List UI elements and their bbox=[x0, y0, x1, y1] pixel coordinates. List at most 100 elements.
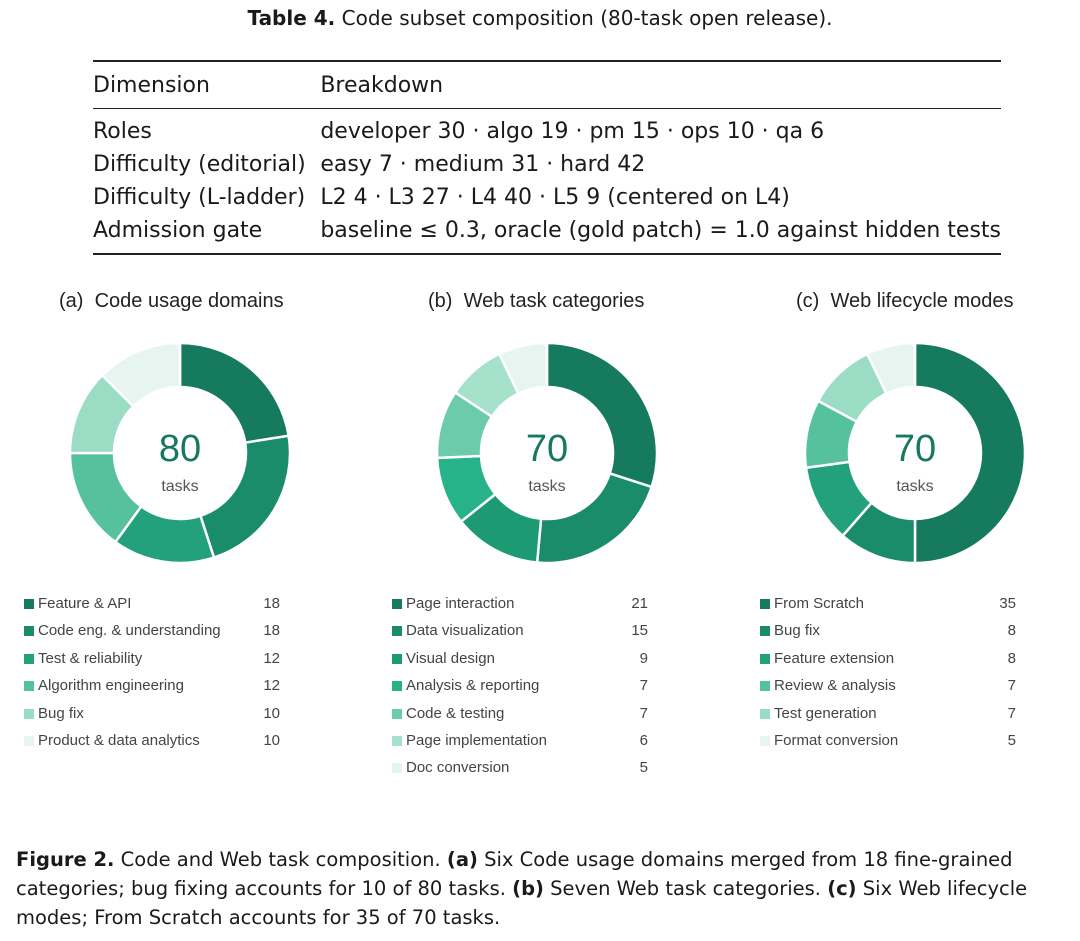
legend-swatch bbox=[24, 626, 34, 637]
center-label: tasks bbox=[528, 478, 565, 495]
panel-title-text: Code usage domains bbox=[94, 290, 284, 312]
row-breakdown: developer 30 · algo 19 · pm 15 · ops 10 … bbox=[320, 119, 825, 144]
legend-value: 7 bbox=[639, 677, 648, 695]
legend-value: 9 bbox=[639, 649, 648, 667]
legend-swatch bbox=[760, 736, 770, 746]
legend-item: Visual design 9 bbox=[390, 649, 690, 669]
donut-chart: 70 tasks bbox=[435, 341, 659, 565]
legend-swatch bbox=[392, 653, 402, 664]
figure-caption-a-text: Six Code usage domains merged from 18 fi… bbox=[16, 848, 1013, 900]
legend-value: 10 bbox=[263, 704, 280, 722]
table-caption-label: Table 4. bbox=[247, 6, 336, 30]
legend-value: 5 bbox=[639, 759, 648, 777]
legend-swatch bbox=[392, 681, 402, 692]
legend-value: 35 bbox=[999, 595, 1016, 612]
legend-swatch bbox=[760, 681, 770, 692]
legend-item: Product & data analytics 10 bbox=[22, 731, 322, 751]
legend-item: Code & testing 7 bbox=[390, 704, 690, 724]
figure-caption-label: Figure 2. bbox=[16, 848, 115, 871]
legend-swatch bbox=[24, 708, 34, 719]
row-dimension: Roles bbox=[93, 119, 152, 144]
legend-swatch bbox=[24, 736, 34, 746]
legend-value: 5 bbox=[1007, 732, 1016, 749]
legend-label: Page interaction bbox=[406, 595, 515, 612]
legend-label: Algorithm engineering bbox=[38, 677, 184, 695]
legend-value: 12 bbox=[263, 677, 280, 695]
legend-value: 15 bbox=[631, 622, 648, 640]
donut-chart: 70 tasks bbox=[803, 341, 1027, 565]
donut-slice bbox=[198, 434, 292, 560]
legend-value: 7 bbox=[1007, 704, 1016, 722]
legend-item: Review & analysis 7 bbox=[758, 676, 1058, 696]
center-label: tasks bbox=[896, 478, 933, 495]
donut-slice bbox=[913, 341, 1027, 565]
legend-label: Test generation bbox=[774, 704, 877, 722]
legend-item: Algorithm engineering 12 bbox=[22, 676, 322, 696]
legend-item: Feature & API 18 bbox=[22, 594, 322, 614]
panel-label: (c) bbox=[796, 290, 820, 312]
figure-caption-intro: Code and Web task composition. bbox=[114, 848, 447, 871]
legend-swatch bbox=[392, 736, 402, 746]
panel-label: (b) bbox=[428, 290, 453, 312]
legend-item: Page interaction 21 bbox=[390, 594, 690, 614]
legend-value: 8 bbox=[1007, 649, 1016, 667]
legend-swatch bbox=[24, 681, 34, 692]
legend-swatch bbox=[392, 599, 402, 609]
row-breakdown: easy 7 · medium 31 · hard 42 bbox=[320, 152, 646, 177]
legend-swatch bbox=[24, 653, 34, 664]
row-dimension: Admission gate bbox=[93, 218, 263, 243]
legend-label: Feature extension bbox=[774, 649, 895, 667]
legend-value: 7 bbox=[1007, 677, 1016, 695]
legend-label: From Scratch bbox=[774, 595, 865, 612]
row-dimension: Difficulty (editorial) bbox=[93, 152, 306, 177]
donut-slice bbox=[865, 341, 917, 396]
center-value: 70 bbox=[526, 428, 568, 470]
legend-swatch bbox=[392, 708, 402, 719]
panel-label: (a) bbox=[59, 290, 84, 312]
panel-title-text: Web lifecycle modes bbox=[830, 290, 1014, 312]
legend-swatch bbox=[760, 708, 770, 719]
legend-label: Test & reliability bbox=[38, 649, 143, 667]
legend-swatch bbox=[760, 653, 770, 664]
legend-label: Data visualization bbox=[406, 622, 524, 640]
table-row: Roles developer 30 · algo 19 · pm 15 · o… bbox=[93, 109, 1001, 149]
legend-value: 18 bbox=[263, 622, 280, 640]
center-value: 80 bbox=[159, 428, 201, 470]
table-row: Difficulty (L-ladder) L2 4 · L3 27 · L4 … bbox=[93, 181, 1001, 214]
legend-item: Analysis & reporting 7 bbox=[390, 676, 690, 696]
legend-label: Code & testing bbox=[406, 704, 505, 722]
legend-label: Feature & API bbox=[38, 595, 132, 612]
legend-item: Doc conversion 5 bbox=[390, 758, 690, 778]
legend-value: 12 bbox=[263, 649, 280, 667]
legend-item: Test & reliability 12 bbox=[22, 649, 322, 669]
header-dimension: Dimension bbox=[93, 72, 210, 98]
figure-caption-c-text: Six Web lifecycle modes; From Scratch ac… bbox=[16, 877, 1028, 929]
donut-slice bbox=[100, 341, 182, 409]
composition-table: Dimension Breakdown Roles developer 30 ·… bbox=[93, 60, 1001, 255]
panel-title-text: Web task categories bbox=[463, 290, 645, 312]
legend-swatch bbox=[760, 599, 770, 609]
header-breakdown: Breakdown bbox=[320, 72, 444, 98]
legend-item: Test generation 7 bbox=[758, 704, 1058, 724]
legend-label: Product & data analytics bbox=[38, 732, 200, 749]
legend-swatch bbox=[392, 763, 402, 774]
legend-label: Bug fix bbox=[774, 622, 820, 640]
table-row: Admission gate baseline ≤ 0.3, oracle (g… bbox=[93, 214, 1001, 254]
legend-item: Data visualization 15 bbox=[390, 621, 690, 641]
legend-item: From Scratch 35 bbox=[758, 594, 1058, 614]
legend-swatch bbox=[760, 626, 770, 637]
table-row: Difficulty (editorial) easy 7 · medium 3… bbox=[93, 148, 1001, 181]
legend-item: Feature extension 8 bbox=[758, 649, 1058, 669]
legend-value: 8 bbox=[1007, 622, 1016, 640]
legend-label: Code eng. & understanding bbox=[38, 622, 221, 640]
figure-caption: Figure 2. Code and Web task composition.… bbox=[16, 845, 1078, 932]
figure-caption-a-label: (a) bbox=[446, 848, 478, 871]
legend-value: 6 bbox=[639, 732, 648, 749]
table-caption: Table 4. Code subset composition (80-tas… bbox=[0, 6, 1080, 30]
legend-label: Doc conversion bbox=[406, 759, 510, 777]
figure-caption-c-label: (c) bbox=[827, 877, 857, 900]
legend-label: Visual design bbox=[406, 649, 495, 667]
legend-label: Page implementation bbox=[406, 732, 547, 749]
center-value: 70 bbox=[894, 428, 936, 470]
panel-title: (c) Web lifecycle modes bbox=[796, 290, 1014, 313]
